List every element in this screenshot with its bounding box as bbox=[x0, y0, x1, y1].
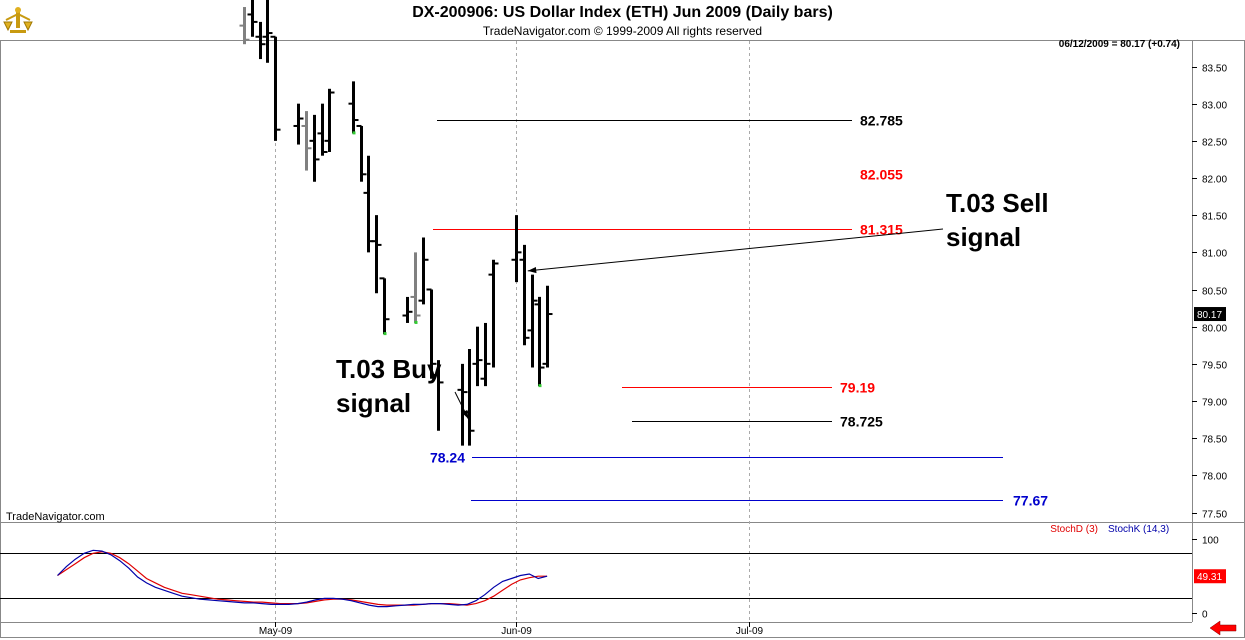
x-tick-label: May-09 bbox=[259, 626, 293, 637]
sell-signal-label-line2: signal bbox=[946, 222, 1021, 252]
level-label: 78.725 bbox=[840, 414, 883, 430]
y-tick-label: 78.50 bbox=[1202, 435, 1227, 446]
stoch-y-tick-label: 100 bbox=[1202, 536, 1219, 547]
level-label: 82.055 bbox=[860, 167, 903, 183]
stochastic-panel: 0 100 StochD (3) StochK (14,3) 49.31 bbox=[0, 524, 1226, 621]
close-marker bbox=[538, 384, 542, 388]
y-tick-label: 79.50 bbox=[1202, 361, 1227, 372]
buy-signal-arrow-head bbox=[461, 409, 469, 419]
buy-signal-label-line2: signal bbox=[336, 388, 411, 418]
axes: May-09 Jun-09 Jul-09 77.50 78.00 78.50 79.00 79… bbox=[259, 64, 1228, 638]
y-tick-label: 80.00 bbox=[1202, 324, 1227, 335]
sell-signal-arrow-head bbox=[527, 266, 537, 274]
chart-subtitle: TradeNavigator.com © 1999-2009 All right… bbox=[482, 24, 763, 38]
buy-signal-label-line1: T.03 Buy bbox=[336, 354, 442, 384]
tradenavigator-logo bbox=[3, 7, 33, 33]
watermark-label: TradeNavigator.com bbox=[6, 511, 105, 523]
chart-frame bbox=[0, 40, 1245, 638]
close-marker bbox=[383, 332, 387, 336]
y-tick-label: 80.50 bbox=[1202, 287, 1227, 298]
x-tick-label: Jul-09 bbox=[736, 626, 764, 637]
last-price-badge bbox=[1194, 307, 1226, 322]
chart-title: DX-200906: US Dollar Index (ETH) Jun 200… bbox=[412, 4, 833, 21]
horizontal-levels: 82.785 82.055 81.315 79.19 78.725 78.24 77.67 bbox=[430, 113, 1048, 509]
y-tick-label: 82.00 bbox=[1202, 175, 1227, 186]
close-marker bbox=[352, 131, 356, 135]
stoch-series-line bbox=[57, 551, 548, 606]
stoch-series-line bbox=[57, 549, 548, 608]
level-label: 77.67 bbox=[1013, 493, 1048, 509]
level-label: 82.785 bbox=[860, 113, 903, 129]
annotations: T.03 Sell signal T.03 Buy signal bbox=[336, 188, 1049, 420]
sell-signal-label-line1: T.03 Sell bbox=[946, 188, 1049, 218]
stoch-legend-k: StochK (14,3) bbox=[1108, 524, 1169, 535]
grid bbox=[275, 41, 750, 622]
close-marker bbox=[414, 320, 418, 324]
stoch-y-tick-label: 0 bbox=[1202, 610, 1208, 621]
y-tick-label: 82.50 bbox=[1202, 138, 1227, 149]
stoch-last-label: 49.31 bbox=[1197, 572, 1222, 583]
scroll-right-arrow-icon[interactable] bbox=[1209, 620, 1237, 636]
y-tick-label: 81.50 bbox=[1202, 212, 1227, 223]
last-price-label: 80.17 bbox=[1197, 310, 1222, 321]
y-tick-label: 78.00 bbox=[1202, 472, 1227, 483]
x-tick-label: Jun-09 bbox=[501, 626, 532, 637]
y-tick-label: 83.50 bbox=[1202, 64, 1227, 75]
level-label: 81.315 bbox=[860, 222, 903, 238]
level-label: 79.19 bbox=[840, 380, 875, 396]
sell-signal-arrow bbox=[527, 228, 944, 272]
y-tick-label: 83.00 bbox=[1202, 101, 1227, 112]
y-tick-label: 77.50 bbox=[1202, 510, 1227, 521]
y-tick-label: 81.00 bbox=[1202, 249, 1227, 260]
y-tick-label: 79.00 bbox=[1202, 398, 1227, 409]
stoch-legend-d: StochD (3) bbox=[1050, 524, 1098, 535]
level-label: 78.24 bbox=[430, 450, 465, 466]
stoch-last-badge bbox=[1194, 569, 1226, 584]
last-quote-readout: 06/12/2009 = 80.17 (+0.74) bbox=[1059, 39, 1180, 50]
price-bars bbox=[239, 0, 553, 446]
